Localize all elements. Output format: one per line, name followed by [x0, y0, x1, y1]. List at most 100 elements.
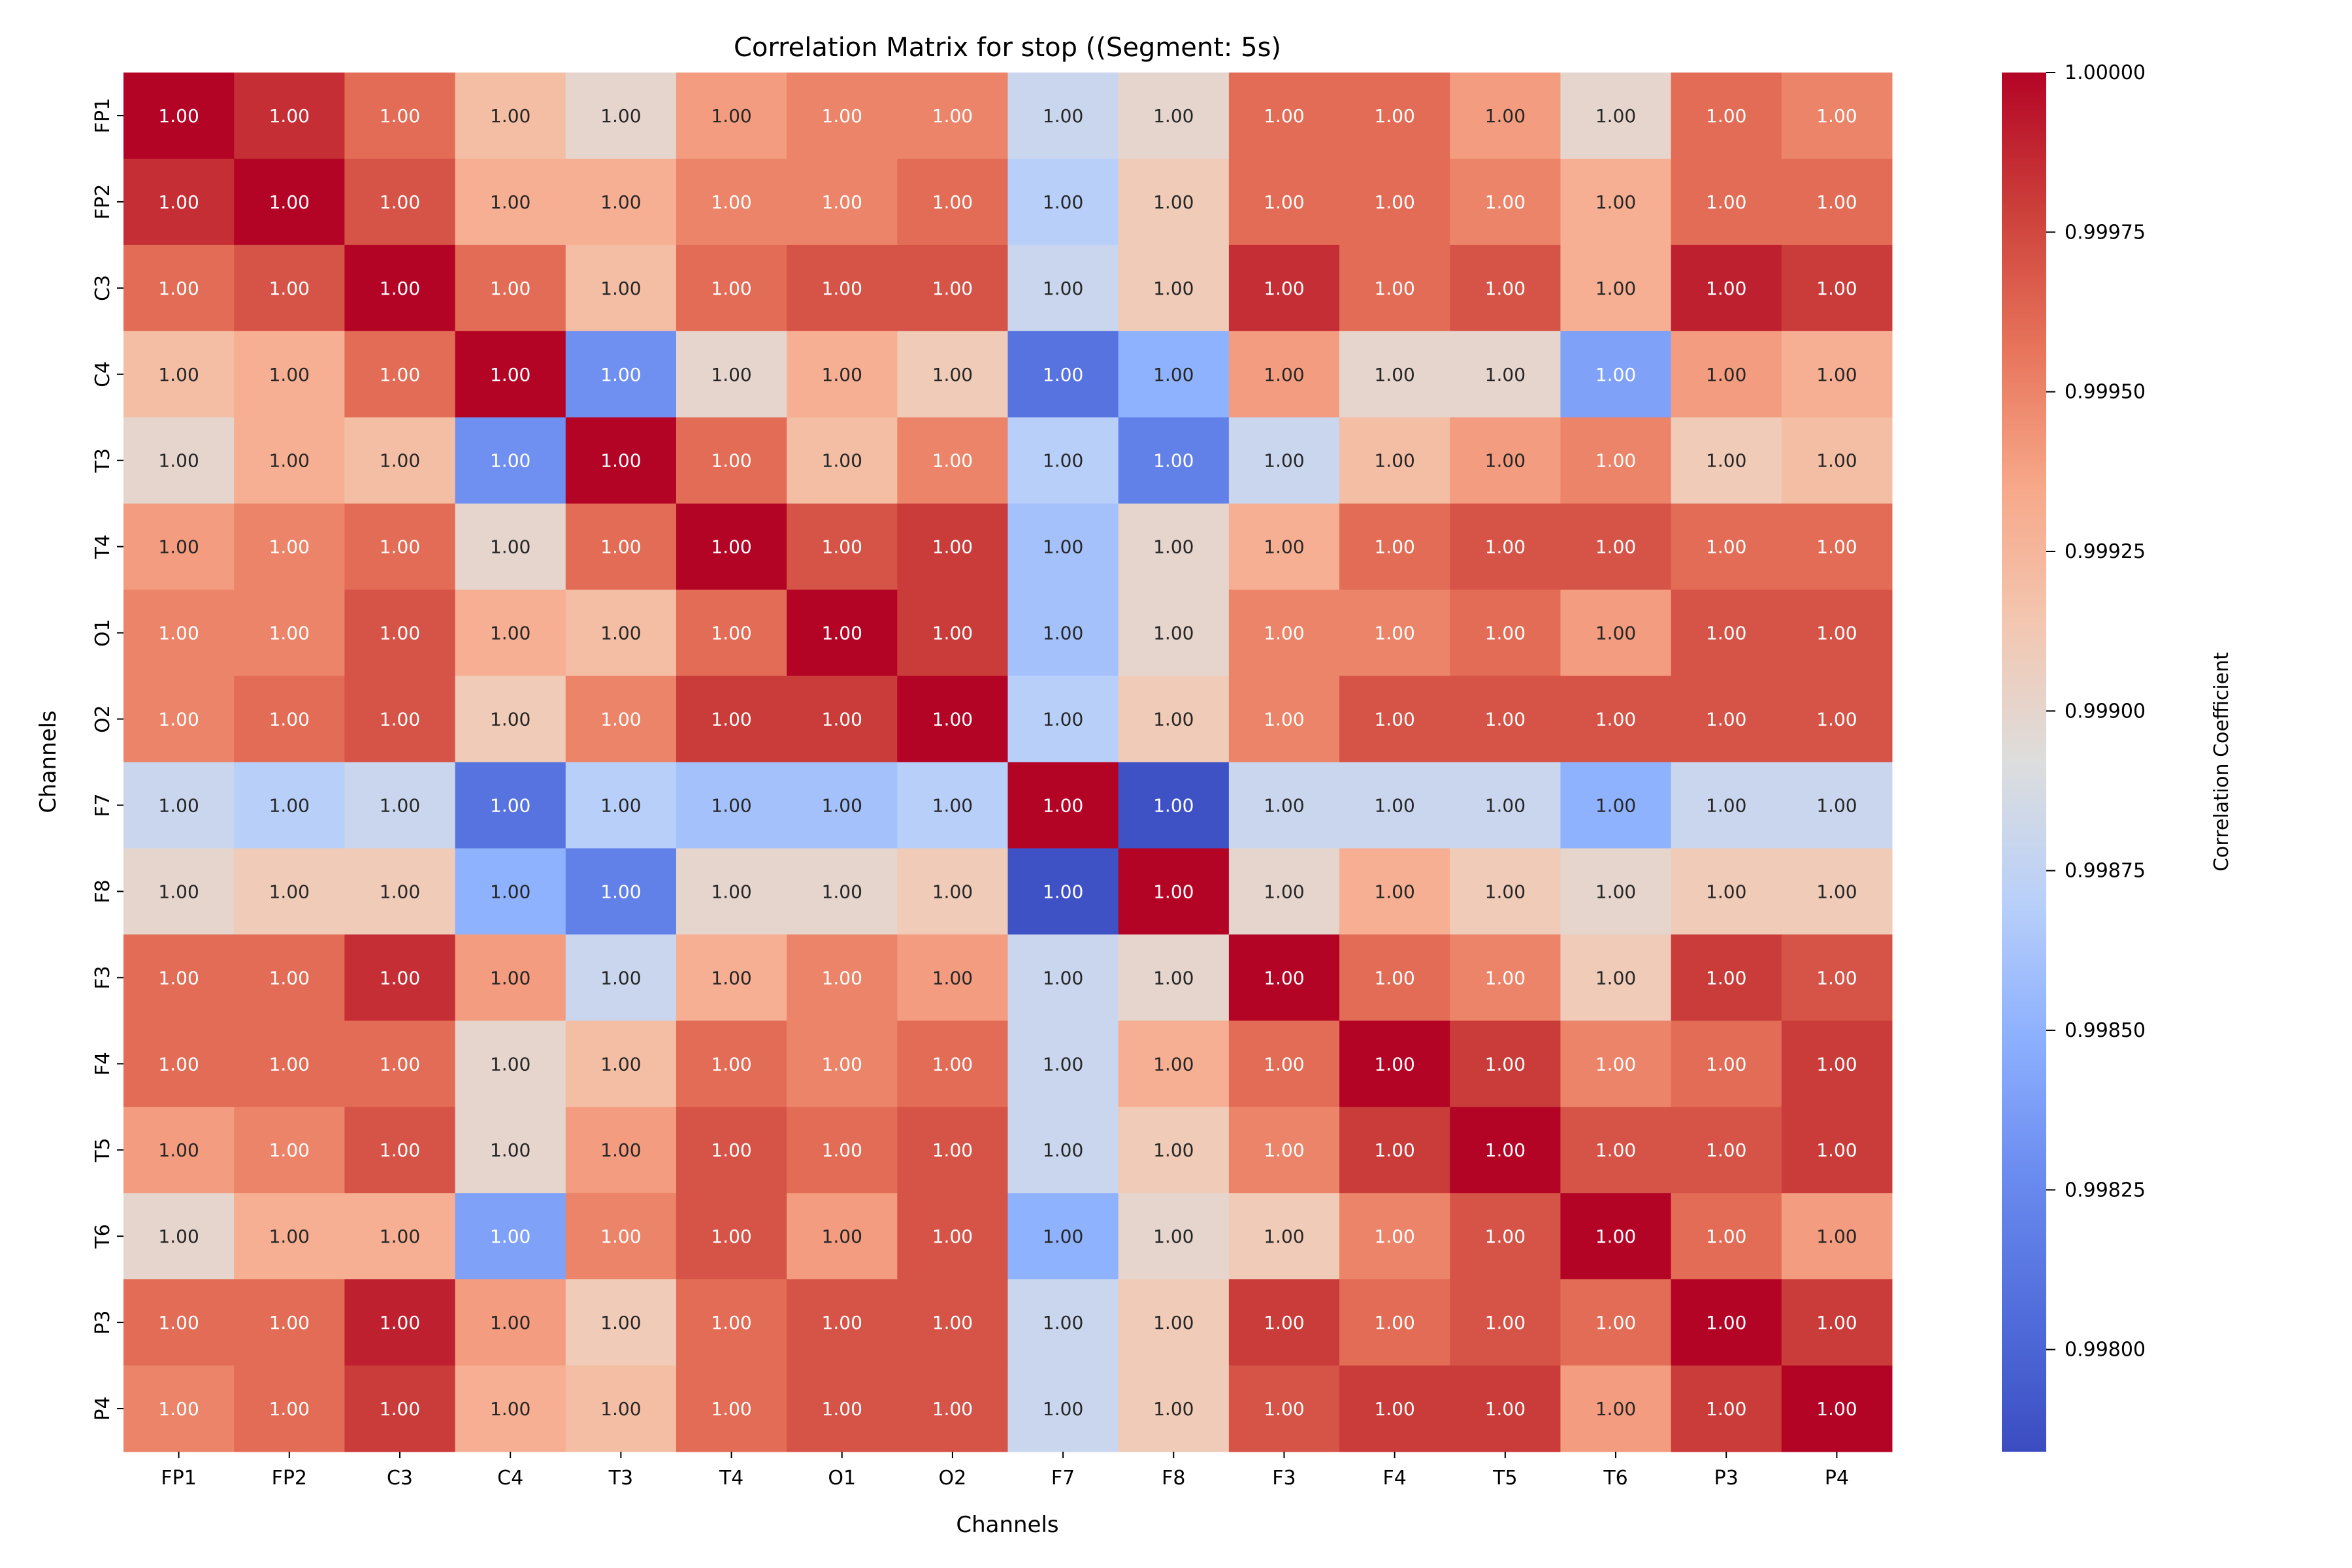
cell-annotation: 1.00: [1153, 881, 1194, 902]
cell-F8-P4: [1781, 848, 1893, 935]
cell-annotation: 1.00: [490, 278, 531, 299]
cell-annotation: 1.00: [380, 1226, 420, 1247]
cell-annotation: 1.00: [1706, 967, 1746, 988]
cell-O1-O2: [897, 589, 1008, 677]
cell-F3-T4: [676, 934, 787, 1021]
cell-T4-FP1: [123, 503, 235, 591]
cell-FP2-C4: [455, 158, 566, 246]
cell-T4-C3: [344, 503, 456, 591]
cell-F7-F3: [1228, 762, 1340, 849]
cell-annotation: 1.00: [600, 881, 641, 902]
cell-annotation: 1.00: [380, 881, 420, 902]
cell-annotation: 1.00: [1264, 105, 1304, 127]
cell-annotation: 1.00: [1706, 881, 1746, 902]
cell-F7-T5: [1450, 762, 1561, 849]
cell-annotation: 1.00: [490, 1139, 531, 1161]
cell-F4-F8: [1118, 1021, 1230, 1107]
cell-O2-P4: [1781, 676, 1893, 762]
cell-annotation: 1.00: [1816, 536, 1857, 558]
cell-P3-F3: [1228, 1279, 1340, 1366]
cell-T3-P4: [1781, 417, 1893, 504]
cell-P4-F4: [1339, 1365, 1450, 1452]
cell-annotation: 1.00: [269, 191, 310, 213]
cell-annotation: 1.00: [1043, 364, 1083, 385]
cell-annotation: 1.00: [490, 1226, 531, 1247]
cell-T6-P3: [1671, 1193, 1782, 1280]
y-axis-label: Channels: [35, 710, 61, 813]
cell-T5-F4: [1339, 1107, 1450, 1194]
colorbar-tick-label: 0.99800: [2065, 1339, 2146, 1362]
cell-annotation: 1.00: [600, 1226, 641, 1247]
cell-annotation: 1.00: [490, 794, 531, 816]
cell-annotation: 1.00: [822, 967, 862, 988]
cell-annotation: 1.00: [269, 794, 310, 816]
cell-annotation: 1.00: [490, 536, 531, 558]
cell-annotation: 1.00: [1706, 278, 1746, 299]
cell-F8-FP2: [234, 848, 345, 935]
cell-C4-P4: [1781, 331, 1893, 418]
cell-annotation: 1.00: [380, 794, 420, 816]
cell-P3-F7: [1007, 1279, 1119, 1366]
cell-annotation: 1.00: [1595, 1053, 1636, 1075]
cell-C3-T5: [1450, 244, 1561, 332]
cell-annotation: 1.00: [158, 1312, 199, 1333]
cell-annotation: 1.00: [1816, 881, 1857, 902]
cell-FP1-T6: [1560, 73, 1672, 159]
cell-annotation: 1.00: [1485, 709, 1526, 730]
cell-annotation: 1.00: [711, 191, 751, 213]
cell-annotation: 1.00: [269, 536, 310, 558]
colorbar-tick-label: 0.99975: [2065, 221, 2146, 244]
cell-annotation: 1.00: [1264, 881, 1304, 902]
cell-T5-C4: [455, 1107, 566, 1194]
cell-annotation: 1.00: [158, 794, 199, 816]
cell-annotation: 1.00: [1706, 1312, 1746, 1333]
cell-O1-F8: [1118, 589, 1230, 677]
cell-annotation: 1.00: [380, 709, 420, 730]
cell-F3-F7: [1007, 934, 1119, 1021]
cell-annotation: 1.00: [1153, 364, 1194, 385]
cell-C3-C3: [344, 244, 456, 332]
cell-annotation: 1.00: [1816, 1053, 1857, 1075]
cell-annotation: 1.00: [1264, 1139, 1304, 1161]
cell-P4-P4: [1781, 1365, 1893, 1452]
cell-annotation: 1.00: [600, 105, 641, 127]
cell-annotation: 1.00: [1485, 278, 1526, 299]
cell-C3-FP2: [234, 244, 345, 332]
cell-T3-T5: [1450, 417, 1561, 504]
cell-annotation: 1.00: [1374, 967, 1414, 988]
x-tick-label: O1: [828, 1467, 856, 1490]
cell-F8-F3: [1228, 848, 1340, 935]
cell-FP2-F8: [1118, 158, 1230, 246]
cell-annotation: 1.00: [711, 278, 751, 299]
cell-annotation: 1.00: [1485, 450, 1526, 472]
cell-F4-FP1: [123, 1021, 235, 1107]
cell-annotation: 1.00: [822, 450, 862, 472]
cell-annotation: 1.00: [1595, 278, 1636, 299]
cell-T6-FP2: [234, 1193, 345, 1280]
cell-annotation: 1.00: [1374, 623, 1414, 644]
cell-F4-C3: [344, 1021, 456, 1107]
cell-annotation: 1.00: [1485, 967, 1526, 988]
cell-F7-FP2: [234, 762, 345, 849]
cell-annotation: 1.00: [1816, 191, 1857, 213]
cell-annotation: 1.00: [1153, 1053, 1194, 1075]
colorbar-tick-label: 0.99925: [2065, 540, 2146, 563]
cell-annotation: 1.00: [711, 794, 751, 816]
cell-annotation: 1.00: [711, 450, 751, 472]
cell-annotation: 1.00: [1485, 536, 1526, 558]
cell-T6-F7: [1007, 1193, 1119, 1280]
cell-annotation: 1.00: [1595, 794, 1636, 816]
cell-F7-T6: [1560, 762, 1672, 849]
cell-annotation: 1.00: [600, 1139, 641, 1161]
cell-P3-T4: [676, 1279, 787, 1366]
cell-F3-P3: [1671, 934, 1782, 1021]
cell-T5-T6: [1560, 1107, 1672, 1194]
cell-O2-T5: [1450, 676, 1561, 762]
cell-FP1-T3: [565, 73, 677, 159]
cell-O1-FP2: [234, 589, 345, 677]
cell-F8-T6: [1560, 848, 1672, 935]
cell-annotation: 1.00: [1153, 1139, 1194, 1161]
cell-C4-F3: [1228, 331, 1340, 418]
cell-annotation: 1.00: [1485, 105, 1526, 127]
cell-F8-T5: [1450, 848, 1561, 935]
